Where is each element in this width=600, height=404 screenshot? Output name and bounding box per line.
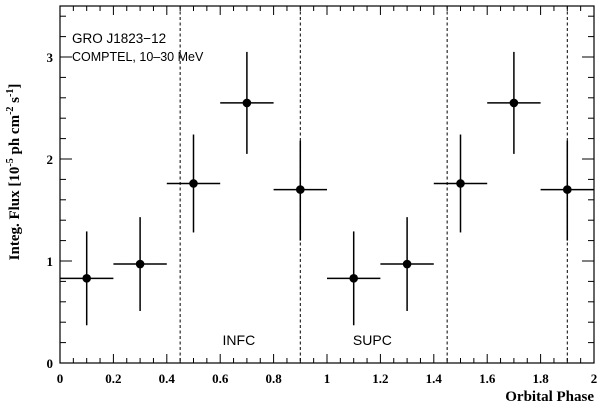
data-point — [349, 274, 359, 283]
data-point — [82, 274, 91, 283]
y-label-middle1: ph cm — [7, 114, 23, 158]
y-tick-label: 0 — [47, 356, 54, 371]
x-tick-label: 0.2 — [105, 371, 121, 386]
y-label-exp3: -1 — [5, 89, 16, 97]
annotation-instrument: COMPTEL, 10–30 MeV — [72, 50, 204, 64]
region-label-infc: INFC — [223, 332, 256, 348]
y-tick-label: 3 — [47, 50, 54, 65]
x-tick-label: 2 — [591, 371, 598, 386]
region-label-supc: SUPC — [353, 332, 392, 348]
data-point — [135, 259, 145, 269]
x-tick-label: 0.6 — [212, 371, 229, 386]
y-tick-label: 2 — [47, 152, 54, 167]
data-point — [296, 185, 305, 194]
y-label-exp2: -2 — [5, 107, 16, 115]
y-label-suffix: ] — [7, 84, 23, 89]
data-point — [402, 259, 412, 269]
data-point — [242, 98, 252, 108]
x-tick-label: 0.4 — [159, 371, 176, 386]
x-tick-label: 1 — [324, 371, 331, 386]
annotation-source: GRO J1823−12 — [72, 31, 166, 46]
data-point — [509, 98, 519, 108]
data-point — [189, 179, 198, 188]
data-point — [456, 179, 465, 188]
data-point — [563, 185, 572, 194]
x-tick-label: 1.6 — [479, 371, 496, 386]
x-tick-label: 0.8 — [265, 371, 282, 386]
x-tick-label: 1.2 — [372, 371, 388, 386]
y-label-middle2: s — [7, 97, 23, 107]
x-axis-label: Orbital Phase — [505, 389, 594, 404]
y-label-prefix: Integ. Flux [10 — [7, 167, 23, 261]
y-axis-label: Integ. Flux [10-5 ph cm-2 s-1] — [5, 84, 23, 261]
y-tick-label: 1 — [47, 254, 54, 269]
x-tick-label: 1.8 — [532, 371, 549, 386]
x-tick-label: 0 — [57, 371, 64, 386]
x-tick-label: 1.4 — [426, 371, 443, 386]
y-label-exp1: -5 — [5, 158, 16, 166]
